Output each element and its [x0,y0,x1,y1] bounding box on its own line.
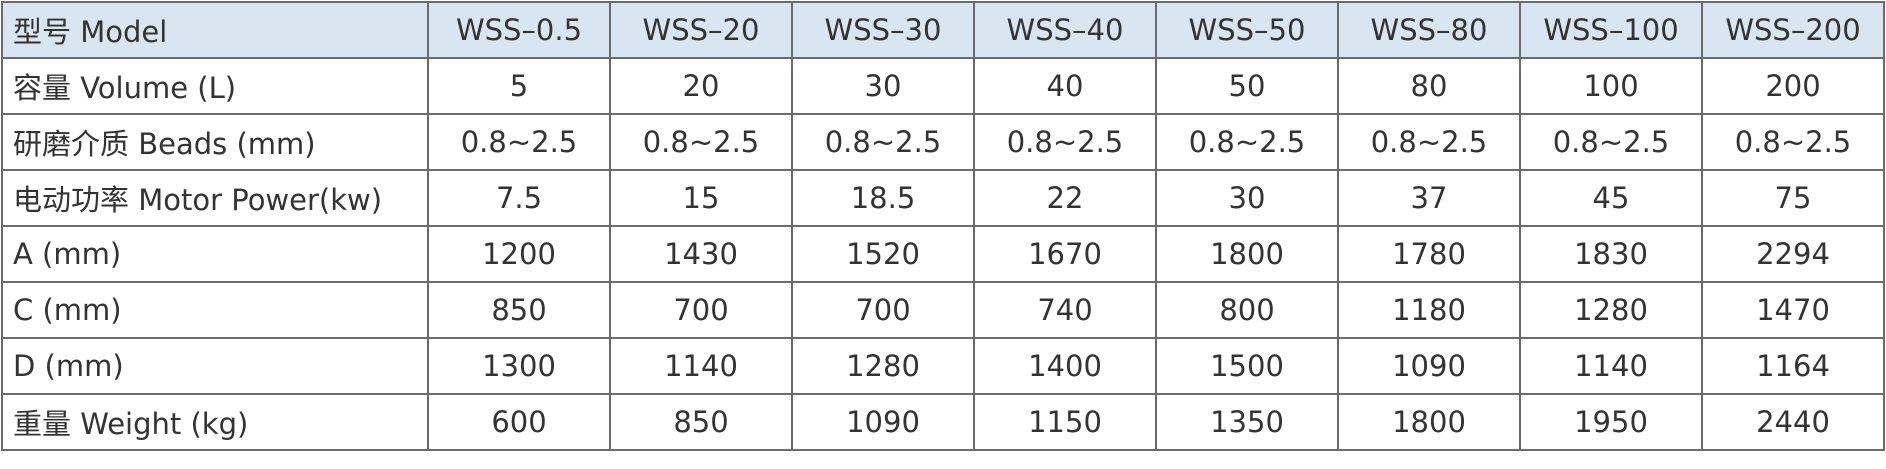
cell: 700 [609,281,793,339]
cell: WSS–30 [791,1,975,59]
cell: 1470 [1701,281,1885,339]
data-row: D (mm) 1300 1140 1280 1400 1500 1090 1140 1164 [1,337,1885,395]
cell: 0.8~2.5 [1701,113,1885,171]
cell: 0.8~2.5 [973,113,1157,171]
cell: 5 [427,57,611,115]
cell: 1520 [791,225,975,283]
cell: 1950 [1519,393,1703,451]
row-label: 研磨介质 Beads (mm) [1,113,429,171]
cell: 200 [1701,57,1885,115]
cell: 1300 [427,337,611,395]
cell: 20 [609,57,793,115]
cell: 1280 [1519,281,1703,339]
cell: 2440 [1701,393,1885,451]
data-row: A (mm) 1200 1430 1520 1670 1800 1780 1830 2294 [1,225,1885,283]
cell: 37 [1337,169,1521,227]
cell: 22 [973,169,1157,227]
cell: 1500 [1155,337,1339,395]
cell: 0.8~2.5 [1519,113,1703,171]
cell: 850 [609,393,793,451]
data-row: 研磨介质 Beads (mm) 0.8~2.5 0.8~2.5 0.8~2.5 0.8~… [1,113,1885,171]
cell: 1164 [1701,337,1885,395]
cell: 100 [1519,57,1703,115]
data-row: C (mm) 850 700 700 740 800 1180 1280 1470 [1,281,1885,339]
cell: 0.8~2.5 [427,113,611,171]
cell: 1280 [791,337,975,395]
cell: 1200 [427,225,611,283]
cell: 0.8~2.5 [609,113,793,171]
cell: 1350 [1155,393,1339,451]
cell: 15 [609,169,793,227]
cell: 1830 [1519,225,1703,283]
cell: 1800 [1337,393,1521,451]
cell: 1090 [791,393,975,451]
data-row: 容量 Volume (L) 5 20 30 40 50 80 100 200 [1,57,1885,115]
cell: WSS–50 [1155,1,1339,59]
cell: 75 [1701,169,1885,227]
cell: 30 [1155,169,1339,227]
cell: 850 [427,281,611,339]
header-row: 型号 Model WSS–0.5 WSS–20 WSS–30 WSS–40 WSS–50 W… [1,1,1885,59]
cell: 45 [1519,169,1703,227]
row-label: 型号 Model [1,1,429,59]
cell: 1180 [1337,281,1521,339]
cell: WSS–100 [1519,1,1703,59]
cell: 18.5 [791,169,975,227]
cell: 1670 [973,225,1157,283]
row-label: A (mm) [1,225,429,283]
cell: 740 [973,281,1157,339]
data-row: 重量 Weight (kg) 600 850 1090 1150 1350 1800 1950… [1,393,1885,451]
cell: 40 [973,57,1157,115]
cell: 0.8~2.5 [1337,113,1521,171]
cell: WSS–20 [609,1,793,59]
cell: 30 [791,57,975,115]
cell: 1430 [609,225,793,283]
cell: 1150 [973,393,1157,451]
cell: WSS–0.5 [427,1,611,59]
data-row: 电动功率 Motor Power(kw) 7.5 15 18.5 22 30 37 45 75 [1,169,1885,227]
cell: 7.5 [427,169,611,227]
spec-table: 型号 Model WSS–0.5 WSS–20 WSS–30 WSS–40 WSS–50 W… [1,1,1885,451]
row-label: 重量 Weight (kg) [1,393,429,451]
cell: 1800 [1155,225,1339,283]
cell: 700 [791,281,975,339]
cell: WSS–200 [1701,1,1885,59]
cell: 1140 [1519,337,1703,395]
row-label: 容量 Volume (L) [1,57,429,115]
row-label: C (mm) [1,281,429,339]
cell: WSS–80 [1337,1,1521,59]
cell: 600 [427,393,611,451]
cell: 80 [1337,57,1521,115]
cell: 0.8~2.5 [791,113,975,171]
cell: 0.8~2.5 [1155,113,1339,171]
row-label: D (mm) [1,337,429,395]
cell: 1140 [609,337,793,395]
cell: 2294 [1701,225,1885,283]
cell: 1090 [1337,337,1521,395]
row-label: 电动功率 Motor Power(kw) [1,169,429,227]
cell: 800 [1155,281,1339,339]
cell: 1400 [973,337,1157,395]
cell: 50 [1155,57,1339,115]
cell: 1780 [1337,225,1521,283]
cell: WSS–40 [973,1,1157,59]
